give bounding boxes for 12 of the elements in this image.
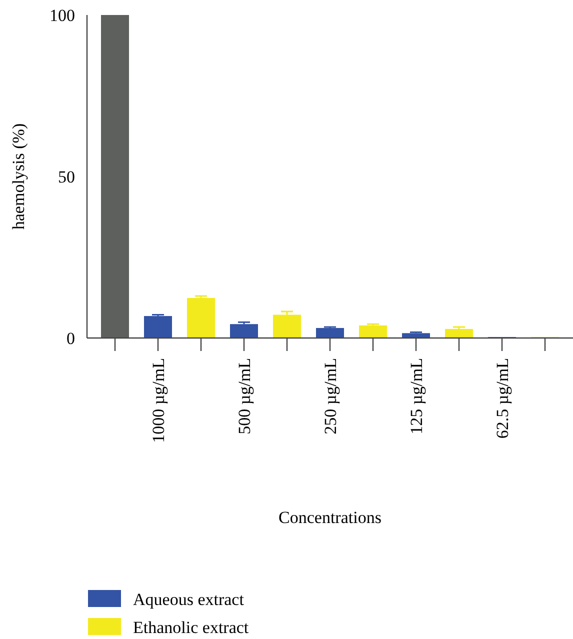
x-tick-label: 1000 µg/mL <box>149 358 168 443</box>
y-tick-label: 50 <box>58 167 75 186</box>
y-tick-label: 0 <box>66 328 75 348</box>
x-tick-label: 250 µg/mL <box>321 358 340 434</box>
x-tick-label: 125 µg/mL <box>407 358 426 434</box>
legend-label: Ethanolic extract <box>133 618 249 637</box>
x-axis-title: Concentrations <box>278 508 382 527</box>
x-tick-label: 500 µg/mL <box>235 358 254 434</box>
legend-label: Aqueous extract <box>133 590 244 609</box>
x-tick-label: 62.5 µg/mL <box>493 358 512 439</box>
y-axis-title: haemolysis (%) <box>9 123 28 230</box>
y-tick-label: 100 <box>50 6 75 25</box>
